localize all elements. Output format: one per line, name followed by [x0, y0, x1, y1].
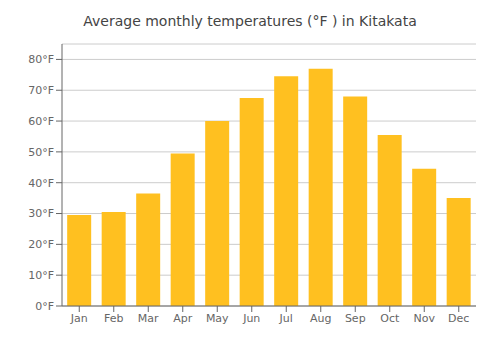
svg-text:40°F: 40°F	[28, 177, 54, 190]
svg-text:Jul: Jul	[279, 312, 293, 325]
svg-text:10°F: 10°F	[28, 269, 54, 282]
svg-text:May: May	[206, 312, 229, 325]
svg-text:70°F: 70°F	[28, 84, 54, 97]
svg-text:80°F: 80°F	[28, 53, 54, 66]
svg-text:20°F: 20°F	[28, 238, 54, 251]
svg-text:Feb: Feb	[104, 312, 123, 325]
svg-text:30°F: 30°F	[28, 207, 54, 220]
svg-text:60°F: 60°F	[28, 115, 54, 128]
svg-text:Jan: Jan	[70, 312, 88, 325]
svg-text:50°F: 50°F	[28, 146, 54, 159]
svg-text:Sep: Sep	[345, 312, 366, 325]
svg-text:Oct: Oct	[380, 312, 400, 325]
svg-text:Dec: Dec	[448, 312, 469, 325]
svg-text:Jun: Jun	[242, 312, 260, 325]
svg-text:Nov: Nov	[414, 312, 436, 325]
svg-text:Mar: Mar	[138, 312, 159, 325]
html-text:Average monthly temperatures (: Average monthly temperatures (°F ) in Ki…	[83, 13, 417, 29]
svg-text:Aug: Aug	[310, 312, 331, 325]
svg-text:0°F: 0°F	[35, 300, 54, 313]
svg-text:Apr: Apr	[173, 312, 193, 325]
